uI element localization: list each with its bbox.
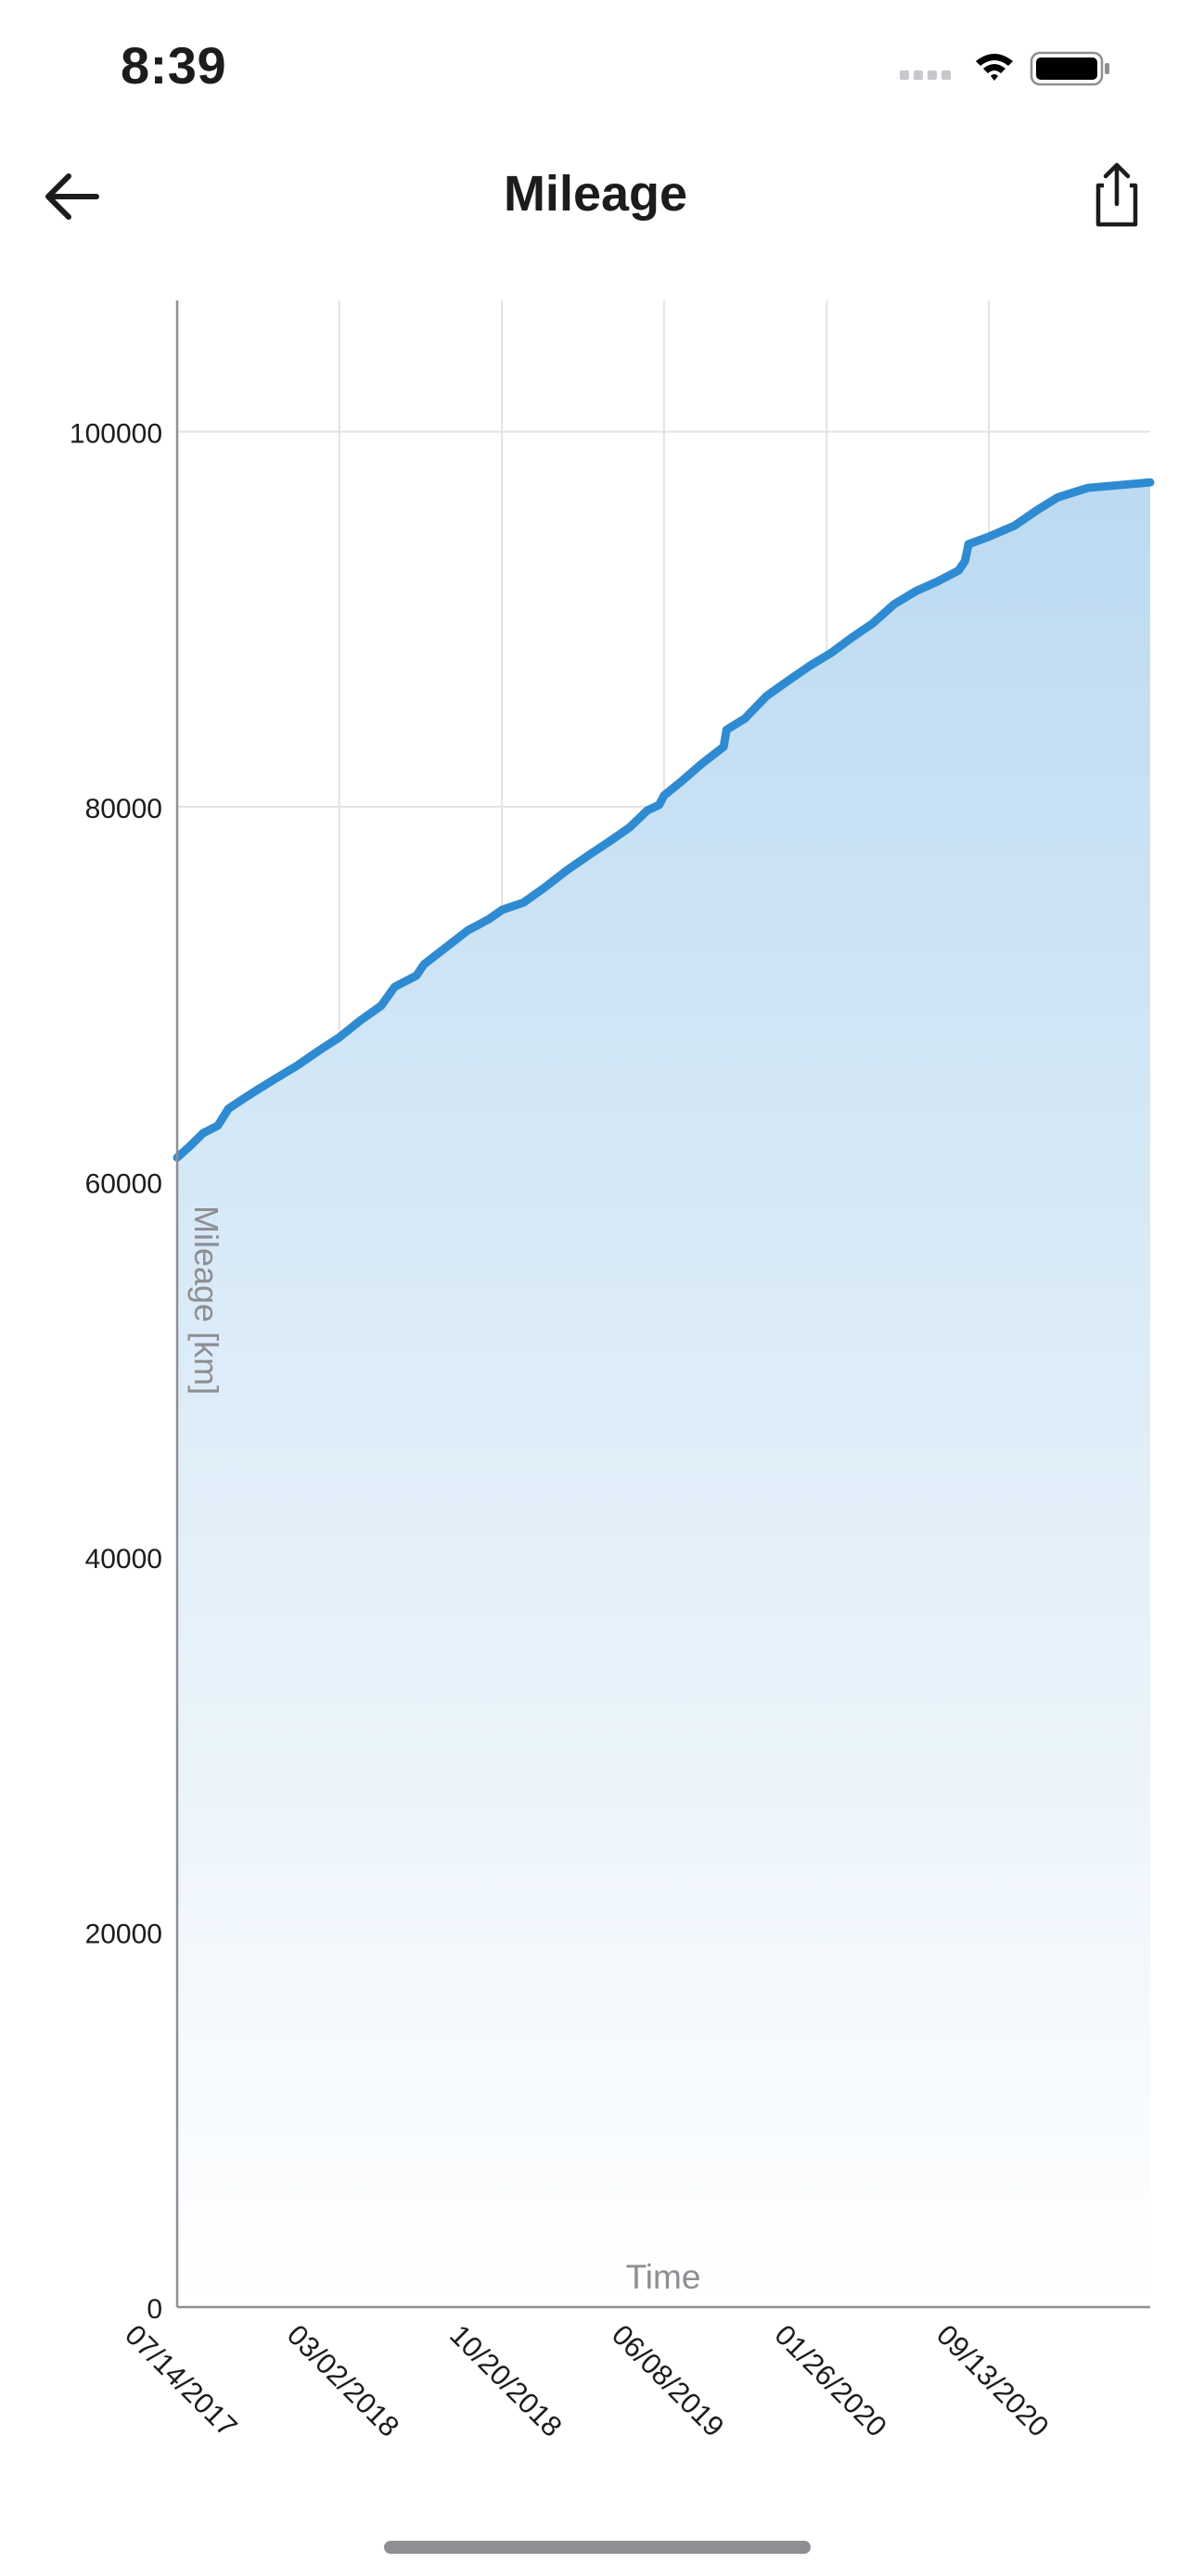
y-tick-label: 20000 — [85, 1919, 162, 1950]
cellular-signal-icon — [900, 70, 951, 80]
navigation-bar: Mileage — [0, 139, 1191, 250]
share-button[interactable] — [1080, 158, 1154, 232]
mileage-line — [173, 478, 1155, 1162]
y-tick-label: 60000 — [85, 1169, 162, 1200]
arrow-left-icon — [45, 173, 99, 220]
y-tick-label: 0 — [147, 2294, 162, 2325]
status-bar: 8:39 — [0, 0, 1191, 130]
x-tick-label: 07/14/2017 — [119, 2318, 243, 2442]
y-tick-label: 80000 — [85, 794, 162, 824]
home-indicator[interactable] — [384, 2541, 811, 2554]
wifi-icon — [976, 54, 1013, 81]
mileage-area — [177, 482, 1150, 2308]
mileage-chart: 0 20000 40000 60000 80000 100000 07/14/2017 03/… — [0, 278, 1191, 2504]
y-tick-label: 40000 — [85, 1544, 162, 1575]
x-tick-label: 03/02/2018 — [281, 2318, 405, 2442]
x-tick-label: 10/20/2018 — [443, 2318, 568, 2442]
y-tick-label: 100000 — [70, 419, 162, 450]
x-tick-label: 09/13/2020 — [930, 2318, 1055, 2442]
x-tick-label: 06/08/2019 — [606, 2318, 730, 2442]
page-title: Mileage — [503, 166, 688, 222]
y-axis-title: Mileage [km] — [187, 1205, 225, 1395]
chart-canvas: 0 20000 40000 60000 80000 100000 07/14/2017 03/… — [70, 300, 1155, 2443]
status-icons — [900, 51, 1109, 86]
back-button[interactable] — [37, 159, 111, 234]
x-axis-title: Time — [626, 2258, 701, 2296]
share-icon — [1095, 162, 1138, 227]
status-time: 8:39 — [121, 36, 227, 95]
x-tick-label: 01/26/2020 — [768, 2318, 892, 2442]
battery-icon — [1030, 51, 1109, 86]
